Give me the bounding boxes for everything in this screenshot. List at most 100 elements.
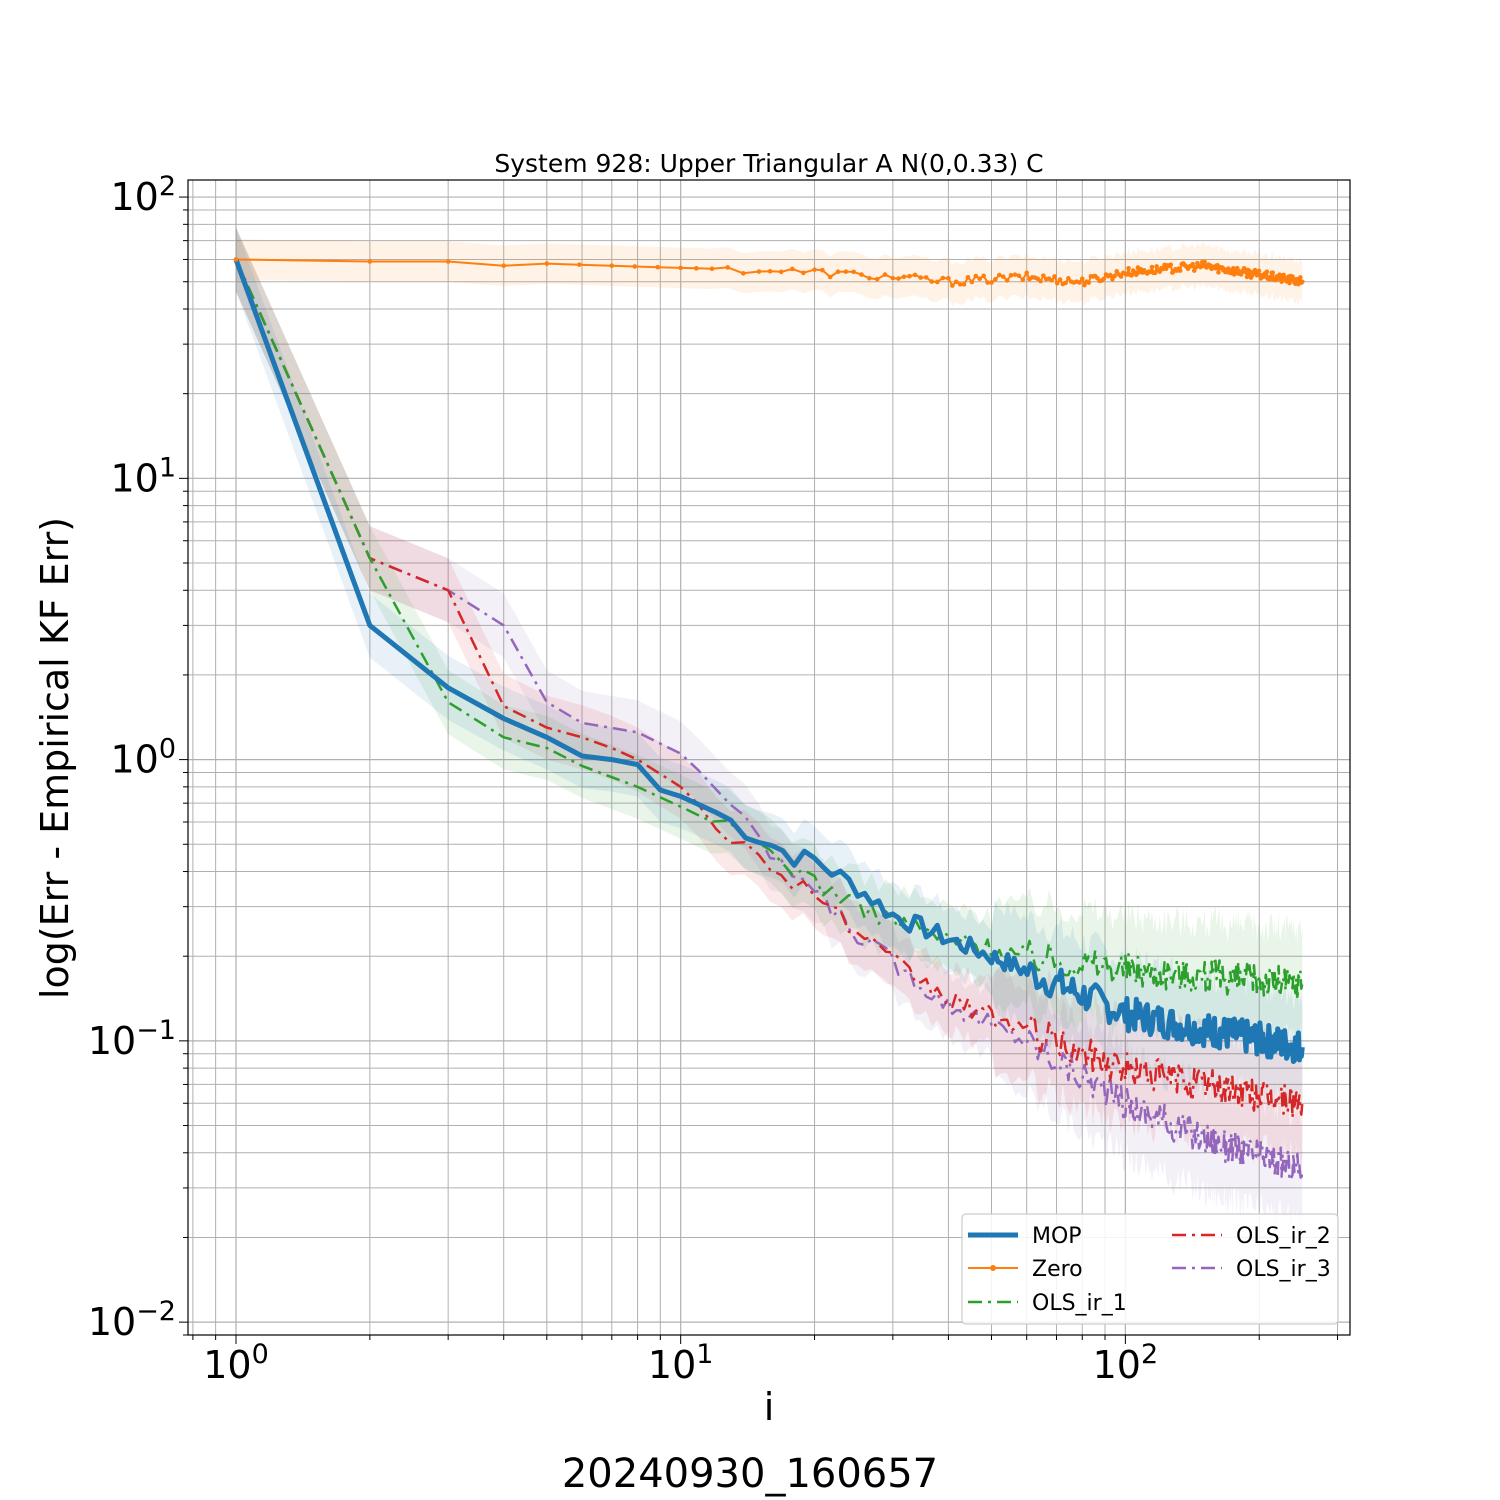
marker-Zero [827, 274, 833, 280]
marker-Zero [912, 272, 918, 278]
marker-Zero [1041, 273, 1046, 278]
marker-Zero [874, 276, 880, 282]
marker-Zero [756, 269, 762, 274]
marker-Zero [882, 272, 888, 277]
marker-Zero [1079, 276, 1085, 282]
marker-Zero [1157, 269, 1163, 274]
marker-Zero [655, 264, 661, 270]
marker-Zero [1054, 280, 1060, 286]
marker-Zero [1154, 264, 1159, 269]
marker-Zero [923, 275, 929, 280]
marker-Zero [678, 265, 683, 271]
marker-Zero [1107, 272, 1113, 278]
x-tick-label: 100 [203, 1339, 269, 1387]
marker-Zero [1114, 269, 1120, 274]
marker-Zero [953, 279, 959, 285]
marker-Zero [1049, 277, 1055, 283]
marker-Zero [843, 269, 849, 274]
y-axis-label: log(Err - Empirical KF Err) [33, 517, 77, 999]
marker-Zero [632, 264, 638, 269]
x-tick-label: 102 [1093, 1339, 1159, 1387]
marker-Zero [1038, 278, 1043, 284]
marker-Zero [1101, 276, 1107, 282]
marker-Zero [969, 279, 975, 285]
y-tick-label: 101 [110, 452, 176, 500]
marker-Zero [1264, 269, 1270, 275]
marker-Zero [709, 266, 715, 272]
y-tick-label: 10−1 [88, 1015, 176, 1063]
marker-Zero [694, 266, 699, 271]
marker-Zero [609, 263, 615, 269]
marker-Zero [896, 276, 901, 281]
marker-Zero [961, 282, 967, 287]
marker-Zero [1052, 274, 1057, 279]
marker-Zero [801, 270, 806, 276]
marker-Zero [544, 261, 550, 266]
line-OLS_ir_2 [234, 258, 1304, 1120]
y-axis-ticks: 10−2 10−1 100 101 102 [88, 171, 188, 1344]
marker-Zero [767, 268, 773, 274]
marker-Zero [997, 272, 1002, 278]
marker-Zero [977, 276, 983, 282]
marker-Zero [981, 273, 986, 279]
grid [188, 180, 1350, 1336]
y-tick-label: 10−2 [88, 1296, 176, 1344]
marker-Zero [790, 266, 795, 272]
x-axis-label: i [764, 1385, 775, 1429]
marker-Zero [907, 273, 912, 279]
marker-Zero [1016, 273, 1022, 279]
x-axis-ticks: 100 101 102 [192, 1335, 1339, 1387]
marker-Zero [867, 275, 872, 281]
marker-Zero [835, 269, 841, 275]
marker-Zero [1129, 273, 1134, 278]
marker-Zero [1118, 274, 1124, 279]
marker-Zero [985, 280, 990, 285]
marker-Zero [1004, 278, 1010, 283]
marker-Zero [957, 282, 963, 287]
marker-Zero [1216, 270, 1221, 275]
marker-Zero [851, 269, 856, 275]
marker-Zero [989, 280, 994, 285]
marker-Zero [901, 274, 907, 280]
marker-Zero [501, 263, 507, 269]
marker-Zero [1149, 264, 1155, 270]
marker-Zero [950, 283, 955, 288]
marker-Zero [1020, 277, 1026, 282]
x-tick-label: 101 [648, 1339, 714, 1387]
marker-Zero [1168, 262, 1174, 267]
marker-Zero [1000, 274, 1006, 279]
marker-Zero [1112, 273, 1117, 279]
marker-Zero [1110, 276, 1115, 282]
marker-Zero [1082, 282, 1087, 288]
marker-Zero [934, 279, 940, 285]
marker-Zero [859, 272, 864, 277]
marker-Zero [367, 259, 373, 264]
marker-Zero [1202, 259, 1207, 265]
marker-Zero [820, 267, 825, 273]
marker-Zero [918, 275, 923, 280]
marker-Zero [1024, 270, 1030, 276]
marker-Zero [445, 259, 451, 264]
marker-Zero [778, 269, 784, 275]
line-OLS_ir_3 [234, 258, 1304, 1183]
marker-Zero [1163, 266, 1169, 272]
marker-Zero [1077, 280, 1082, 285]
y-tick-label: 100 [110, 734, 176, 782]
y-tick-label: 102 [110, 171, 176, 219]
marker-Zero [1066, 276, 1071, 281]
marker-Zero [940, 275, 946, 281]
line-MOP [233, 258, 1305, 1064]
marker-Zero [1287, 280, 1292, 286]
marker-Zero [1134, 272, 1139, 278]
marker-Zero [965, 275, 971, 280]
legend-label-MOP: MOP [1032, 1224, 1082, 1249]
marker-Zero [1012, 272, 1018, 277]
marker-Zero [1190, 261, 1196, 267]
legend-label-OLS_ir_3: OLS_ir_3 [1236, 1257, 1331, 1282]
legend-box [961, 1213, 1339, 1325]
marker-Zero [725, 265, 730, 270]
legend-label-OLS_ir_2: OLS_ir_2 [1236, 1224, 1331, 1249]
marker-Zero [1270, 270, 1276, 276]
marker-Zero [993, 276, 998, 282]
